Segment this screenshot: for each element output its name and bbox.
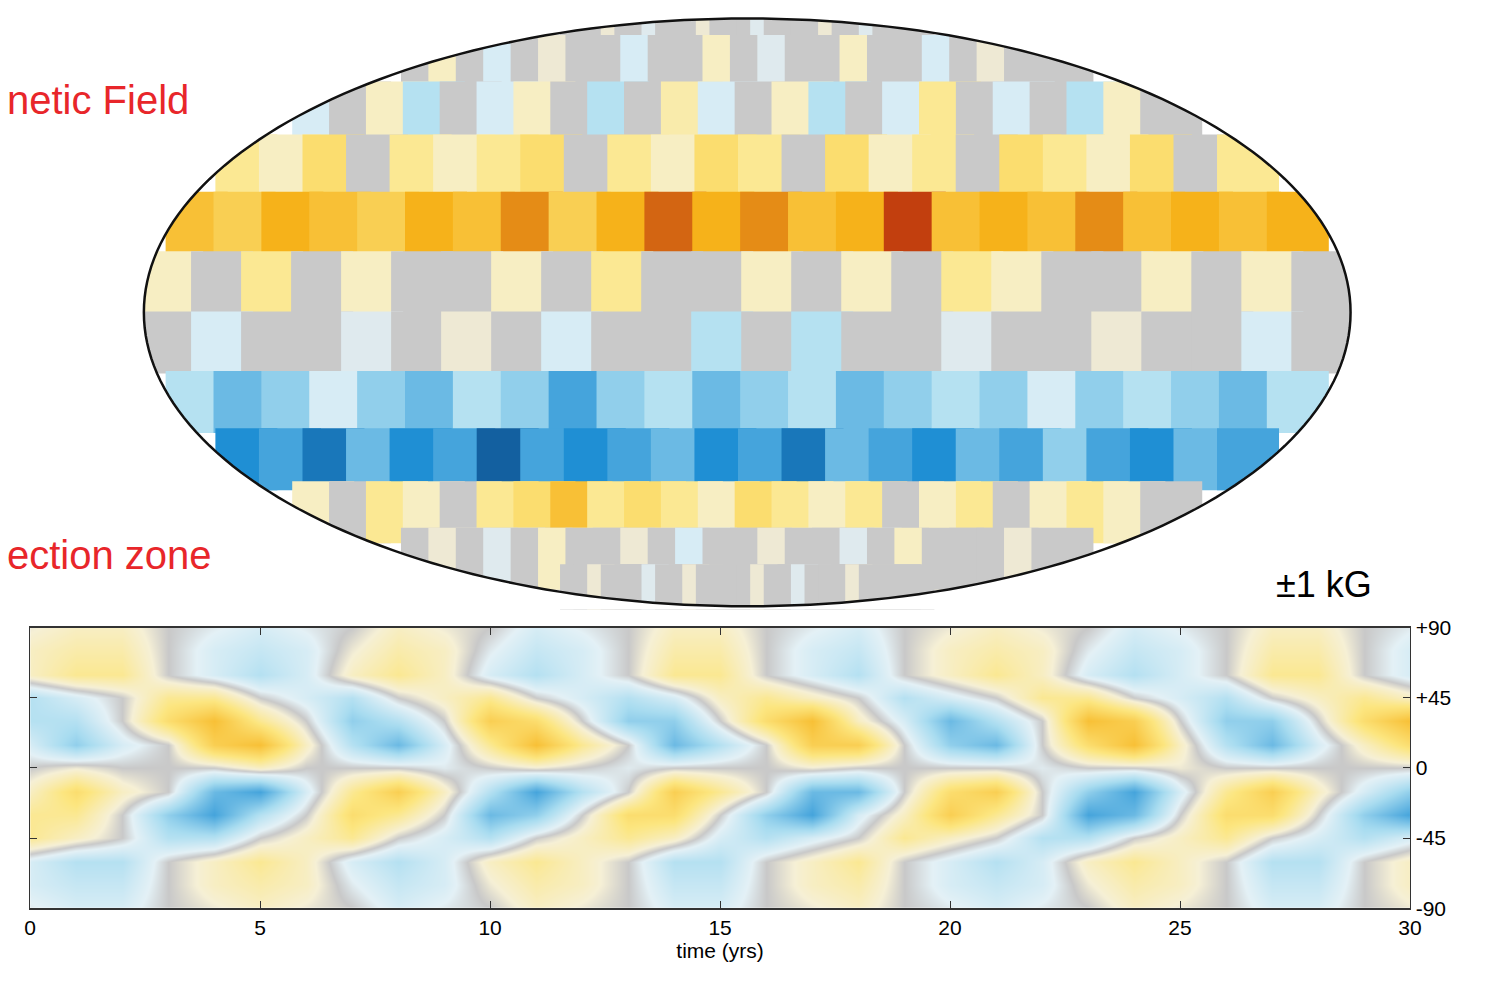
svg-text:netic Field: netic Field: [7, 78, 189, 122]
svg-text:15: 15: [708, 916, 731, 939]
svg-text:ection zone: ection zone: [7, 533, 212, 577]
svg-text:0: 0: [1416, 756, 1428, 779]
svg-text:20: 20: [938, 916, 961, 939]
svg-text:+90: +90: [1416, 616, 1452, 639]
svg-text:-45: -45: [1416, 826, 1446, 849]
svg-text:0: 0: [24, 916, 36, 939]
svg-text:time (yrs): time (yrs): [676, 939, 764, 962]
svg-text:30: 30: [1398, 916, 1421, 939]
svg-text:10: 10: [478, 916, 501, 939]
svg-text:-90: -90: [1416, 897, 1446, 920]
svg-text:+45: +45: [1416, 686, 1452, 709]
svg-text:±1 kG: ±1 kG: [1276, 564, 1372, 605]
svg-text:25: 25: [1168, 916, 1191, 939]
svg-text:5: 5: [254, 916, 266, 939]
